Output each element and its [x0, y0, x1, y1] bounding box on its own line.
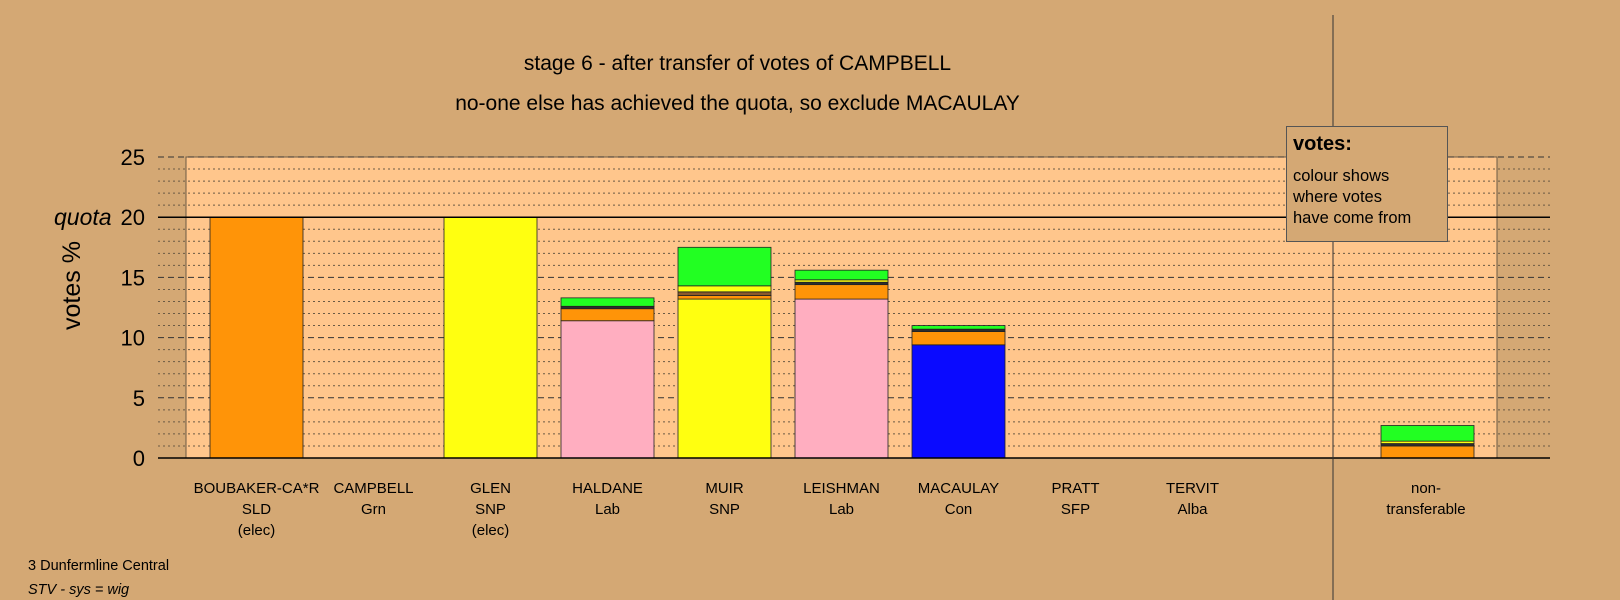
- chart-subtitle: no-one else has achieved the quota, so e…: [455, 92, 1020, 115]
- bar-segment: [560, 308, 655, 322]
- candidate-label: PRATT SFP: [1006, 478, 1146, 520]
- candidate-party: Lab: [828, 501, 855, 518]
- bar-segment: [677, 295, 772, 300]
- bar-segment: [911, 331, 1006, 346]
- candidate-name: LEISHMAN: [803, 480, 880, 497]
- bar-segment: [677, 298, 772, 459]
- candidate-party: SFP: [1060, 501, 1091, 518]
- bar-segment: [677, 246, 772, 287]
- legend: votes: colour shows where votes have com…: [1286, 126, 1448, 242]
- candidate-name: BOUBAKER-CA*R: [193, 480, 320, 497]
- candidate-name: MACAULAY: [917, 480, 1000, 497]
- bar-segment: [560, 320, 655, 459]
- bar-segment: [794, 284, 889, 300]
- candidate-name: TERVIT: [1165, 480, 1220, 497]
- candidate-party: SLD: [241, 501, 272, 518]
- candidate-name: CAMPBELL: [333, 480, 414, 497]
- bar-segment: [209, 216, 304, 459]
- candidate-party: Alba: [1177, 501, 1208, 518]
- y-tick-label: 25: [121, 145, 145, 170]
- bar-segment: [1380, 425, 1475, 442]
- candidate-party: Lab: [594, 501, 621, 518]
- candidate-label: MACAULAY Con: [889, 478, 1029, 520]
- constituency-label: 3 Dunfermline Central: [28, 558, 170, 574]
- candidate-name: HALDANE: [572, 480, 643, 497]
- candidate-label: BOUBAKER-CA*R SLD (elec): [187, 478, 327, 541]
- chart-title: stage 6 - after transfer of votes of CAM…: [523, 52, 952, 75]
- y-axis-label: votes %: [58, 241, 86, 330]
- nontransferable-label: non- transferable: [1386, 480, 1466, 518]
- bar-segment: [794, 298, 889, 459]
- candidate-party: SNP: [709, 501, 740, 518]
- y-tick-label: 10: [121, 326, 145, 351]
- bar-segment: [560, 297, 655, 307]
- candidate-label: MUIR SNP: [655, 478, 795, 520]
- y-tick-label: 5: [133, 386, 145, 411]
- legend-line: where votes: [1293, 188, 1382, 206]
- candidate-label: GLEN SNP (elec): [421, 478, 561, 541]
- candidate-label: HALDANE Lab: [538, 478, 678, 520]
- candidate-status: (elec): [237, 522, 276, 539]
- candidate-status: (elec): [471, 522, 510, 539]
- bar-segment: [911, 325, 1006, 330]
- bar-segment: [443, 216, 538, 459]
- candidate-label: LEISHMAN Lab: [772, 478, 912, 520]
- candidate-party: Con: [944, 501, 973, 518]
- candidate-party: SNP: [475, 501, 506, 518]
- legend-line: colour shows: [1293, 167, 1390, 185]
- candidate-name: PRATT: [1051, 480, 1100, 497]
- bar-segment: [677, 291, 772, 296]
- system-label: STV - sys = wig: [28, 582, 130, 598]
- y-tick-label: 15: [121, 265, 145, 290]
- legend-line: have come from: [1293, 209, 1412, 227]
- bar-segment: [794, 269, 889, 281]
- candidate-label: TERVIT Alba: [1123, 478, 1263, 520]
- y-tick-label: 0: [133, 446, 145, 471]
- bar-segment: [911, 344, 1006, 459]
- candidate-name: MUIR: [705, 480, 744, 497]
- bar-segment: [677, 285, 772, 293]
- quota-label: quota: [54, 204, 112, 230]
- y-tick-label: 20: [121, 205, 145, 230]
- legend-title: votes:: [1293, 133, 1352, 155]
- candidate-label: CAMPBELL Grn: [304, 478, 444, 520]
- candidate-party: Grn: [360, 501, 386, 518]
- bar-segment: [1380, 445, 1475, 459]
- candidate-name: GLEN: [470, 480, 511, 497]
